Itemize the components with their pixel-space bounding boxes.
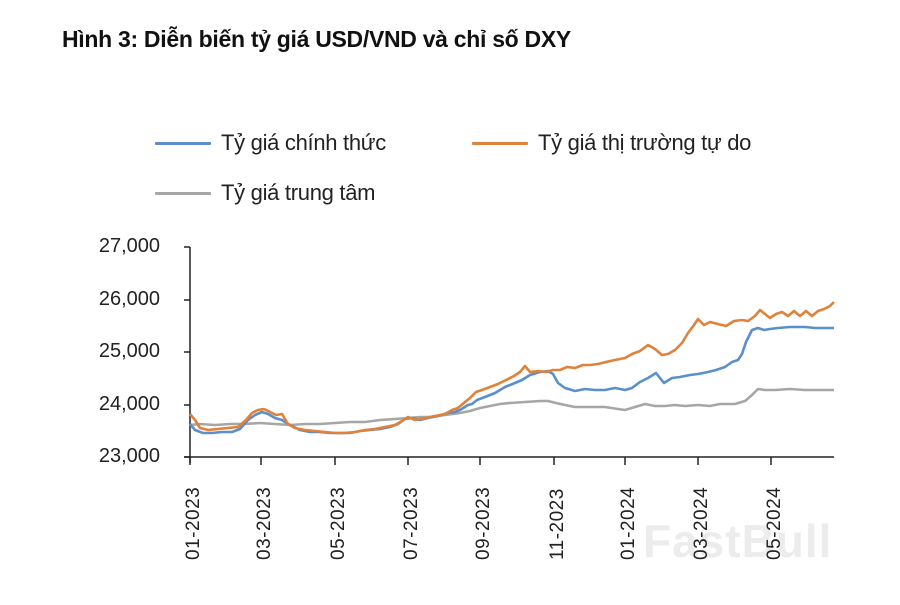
y-tick-label: 23,000 bbox=[98, 445, 160, 467]
legend-item-central-rate: Tỷ giá trung tâm bbox=[155, 180, 375, 206]
series-free-market-rate-line bbox=[189, 301, 835, 435]
series-official-rate-line bbox=[189, 325, 834, 435]
x-tick-label: 05-2024 bbox=[764, 486, 785, 560]
y-axis bbox=[184, 246, 191, 463]
y-tick-label: 25,000 bbox=[98, 340, 160, 362]
legend-swatch-gray bbox=[155, 191, 211, 195]
legend-swatch-orange bbox=[472, 141, 528, 145]
legend-label: Tỷ giá thị trường tự do bbox=[538, 130, 752, 155]
x-tick-label: 11-2023 bbox=[547, 488, 568, 560]
legend-item-official-rate: Tỷ giá chính thức bbox=[155, 130, 386, 156]
y-tick-label: 26,000 bbox=[98, 288, 160, 310]
legend-swatch-blue bbox=[155, 141, 211, 145]
x-tick-label: 03-2024 bbox=[691, 486, 712, 560]
series-central-rate-line bbox=[189, 387, 834, 427]
y-tick-label: 24,000 bbox=[98, 393, 160, 415]
watermark-logo: FastBull bbox=[643, 515, 833, 567]
y-tick-label: 27,000 bbox=[98, 235, 160, 257]
x-tick-label: 07-2023 bbox=[401, 486, 422, 560]
legend-label: Tỷ giá chính thức bbox=[221, 130, 386, 155]
x-tick-label: 01-2023 bbox=[183, 486, 204, 560]
x-axis bbox=[184, 456, 834, 465]
x-tick-label: 09-2023 bbox=[473, 486, 494, 560]
x-tick-label: 01-2024 bbox=[618, 486, 639, 560]
chart-legend: Tỷ giá chính thức Tỷ giá thị trường tự d… bbox=[0, 0, 900, 230]
x-tick-label: 05-2023 bbox=[328, 486, 349, 560]
x-tick-label: 03-2023 bbox=[254, 486, 275, 560]
chart-title: Hình 3: Diễn biến tỷ giá USD/VND và chỉ … bbox=[62, 26, 571, 52]
legend-label: Tỷ giá trung tâm bbox=[221, 180, 376, 205]
legend-item-free-market-rate: Tỷ giá thị trường tự do bbox=[472, 130, 751, 156]
